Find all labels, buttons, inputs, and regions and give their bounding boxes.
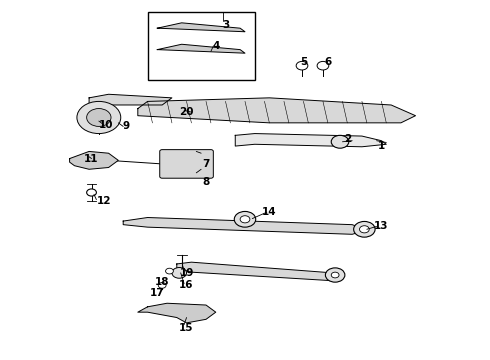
FancyBboxPatch shape [160, 150, 213, 178]
Circle shape [325, 268, 345, 282]
Text: 16: 16 [179, 280, 194, 291]
Polygon shape [70, 152, 118, 169]
Text: 13: 13 [374, 221, 389, 231]
Circle shape [166, 268, 173, 274]
Circle shape [354, 221, 375, 237]
Text: 9: 9 [122, 121, 129, 131]
Polygon shape [235, 134, 386, 147]
Polygon shape [157, 44, 245, 53]
Circle shape [240, 216, 250, 223]
Circle shape [234, 211, 256, 227]
Text: 4: 4 [212, 41, 220, 51]
Text: 3: 3 [222, 19, 229, 30]
Text: 14: 14 [262, 207, 277, 217]
Text: 1: 1 [378, 141, 385, 151]
Text: 10: 10 [99, 120, 113, 130]
Text: 7: 7 [202, 159, 210, 169]
Text: 19: 19 [179, 268, 194, 278]
Text: 17: 17 [150, 288, 165, 297]
Circle shape [87, 189, 97, 196]
Polygon shape [177, 262, 343, 281]
Circle shape [360, 226, 369, 233]
Circle shape [172, 267, 187, 278]
Text: 20: 20 [179, 107, 194, 117]
Text: 18: 18 [155, 277, 170, 287]
Polygon shape [138, 98, 416, 123]
Text: 15: 15 [179, 323, 194, 333]
Polygon shape [89, 94, 172, 105]
Circle shape [331, 272, 339, 278]
Text: 2: 2 [343, 134, 351, 144]
Text: 6: 6 [324, 57, 331, 67]
Text: 11: 11 [84, 154, 99, 163]
Text: 12: 12 [97, 197, 111, 206]
Bar [147, 12, 255, 80]
Text: 5: 5 [300, 57, 307, 67]
Circle shape [158, 283, 166, 288]
Circle shape [87, 109, 111, 126]
Circle shape [317, 62, 329, 70]
Polygon shape [138, 303, 216, 323]
Polygon shape [157, 23, 245, 32]
Polygon shape [123, 217, 367, 234]
Circle shape [331, 135, 349, 148]
Text: 8: 8 [202, 177, 210, 187]
Circle shape [77, 102, 121, 134]
Circle shape [296, 62, 308, 70]
